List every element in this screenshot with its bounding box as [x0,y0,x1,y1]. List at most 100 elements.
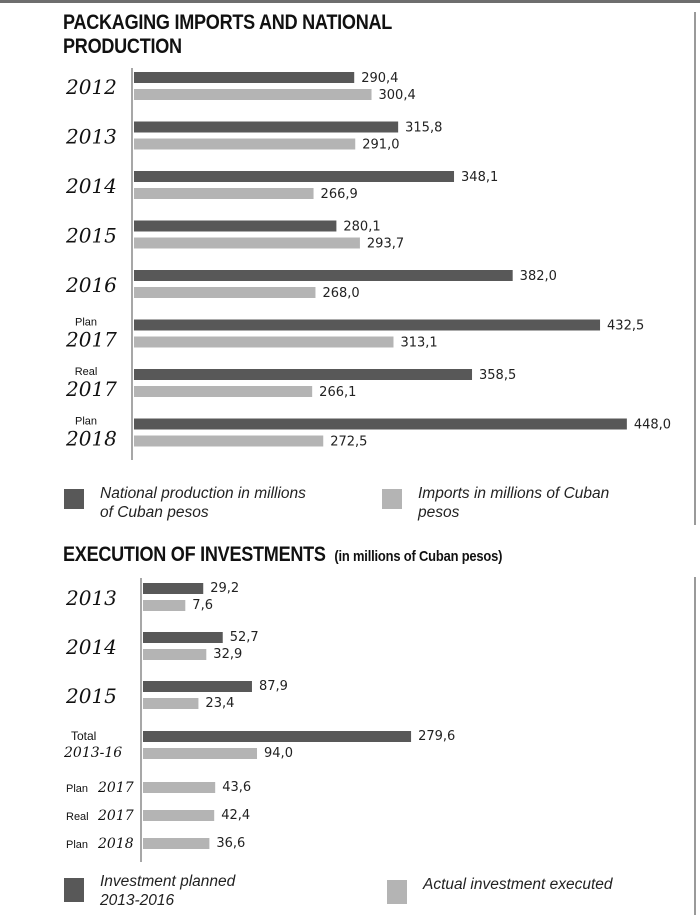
value-label: 348,1 [461,170,498,185]
value-label: 448,0 [634,418,671,433]
chart1-legend-item-2: Imports in millions of Cuban pesos [382,484,609,522]
legend-line: of Cuban pesos [100,504,209,521]
category-prefix-label: Plan [66,783,88,795]
bar-light [143,838,210,849]
bar-dark [143,731,412,742]
category-prefix-label: Real [66,811,89,823]
value-label: 7,6 [192,598,213,613]
category-year-label: 2018 [65,427,117,451]
category-year-label: 2017 [97,808,134,824]
chart1-legend-item-1: National production in millions of Cuban… [64,484,306,522]
bar-dark [134,319,601,331]
value-label: 52,7 [230,630,259,645]
legend-swatch-light [382,489,402,509]
value-label: 94,0 [264,746,293,761]
bar-light [143,600,186,611]
category-year-label: 2017 [65,328,117,352]
value-label: 32,9 [213,647,242,662]
value-label: 266,9 [321,187,358,202]
category-year-label: 2017 [65,377,117,401]
chart2-legend-item-2: Actual investment executed [387,875,613,904]
chart2-legend-item-1: Investment planned 2013-2016 [64,872,235,910]
legend-swatch-light [387,880,407,904]
top-border [0,0,700,3]
bar-dark [134,270,513,281]
bar-light [143,748,258,759]
bar-light [143,698,199,709]
chart1-title-line2: PRODUCTION [63,35,182,58]
value-label: 358,5 [479,368,516,383]
category-year-label: 2016 [65,273,117,297]
category-year-label: 2012 [65,75,117,99]
right-border-bottom [694,577,696,915]
bar-light [134,237,360,249]
value-label: 280,1 [343,220,380,235]
bar-dark [143,583,204,594]
bar-dark [134,121,399,133]
value-label: 23,4 [205,696,234,711]
value-label: 293,7 [367,237,404,252]
value-label: 43,6 [222,780,251,795]
category-prefix-label: Plan [66,839,88,851]
category-year-label: 2015 [65,684,117,708]
value-label: 290,4 [361,71,398,86]
category-prefix-label: Plan [75,416,97,428]
bar-light [134,138,356,150]
bar-dark [143,681,252,692]
category-prefix-label: Real [75,366,98,378]
value-label: 315,8 [405,121,442,136]
value-label: 268,0 [322,286,359,301]
bar-light [134,188,314,199]
chart2-title: EXECUTION OF INVESTMENTS (in millions of … [63,543,502,569]
category-year-label: 2013 [65,125,117,149]
legend-label: Investment planned 2013-2016 [100,872,235,910]
bar-light [143,782,216,793]
category-prefix-label: Plan [75,317,97,329]
legend-line: National production in millions [100,485,306,502]
value-label: 291,0 [362,138,399,153]
bar-dark [134,369,473,380]
category-year-label: 2015 [65,224,117,248]
value-label: 279,6 [418,729,455,744]
category-year-label: 2014 [65,635,117,659]
value-label: 87,9 [259,679,288,694]
legend-line: Actual investment executed [423,876,613,893]
category-year-label: 2013 [65,586,117,610]
chart2-subtitle: (in millions of Cuban pesos) [334,548,503,565]
legend-line: Imports in millions of Cuban [418,485,610,502]
category-prefix-label: Total [71,729,96,743]
bar-light [134,435,324,447]
chart2-title-text: EXECUTION OF INVESTMENTS [63,543,326,566]
legend-line: Investment planned [100,873,236,890]
legend-line: 2013-2016 [100,892,175,909]
value-label: 382,0 [520,269,557,284]
category-year-label: 2018 [97,836,134,852]
right-border-top [694,12,696,525]
legend-swatch-dark [64,878,84,902]
value-label: 432,5 [607,319,644,334]
value-label: 300,4 [379,88,416,103]
category-year-label: 2017 [97,780,134,796]
value-label: 266,1 [319,385,356,400]
bar-light [134,386,313,397]
chart1-title-line1: PACKAGING IMPORTS AND NATIONAL [63,11,393,34]
value-label: 36,6 [216,836,245,851]
legend-swatch-dark [64,489,84,509]
value-label: 313,1 [400,336,437,351]
bar-light [143,810,215,821]
bar-light [134,287,316,298]
value-label: 42,4 [221,808,250,823]
category-year-label: 2013-16 [63,745,122,761]
legend-line: pesos [418,504,460,521]
bar-dark [134,171,455,182]
chart1-title: PACKAGING IMPORTS AND NATIONAL PRODUCTIO… [63,11,392,59]
bar-dark [143,632,223,643]
bar-light [143,649,207,660]
value-label: 272,5 [330,435,367,450]
bar-dark [134,220,337,232]
bar-dark [134,418,627,430]
category-year-label: 2014 [65,174,117,198]
legend-label: Imports in millions of Cuban pesos [418,484,609,522]
bar-light [134,89,372,100]
value-label: 29,2 [210,581,239,596]
